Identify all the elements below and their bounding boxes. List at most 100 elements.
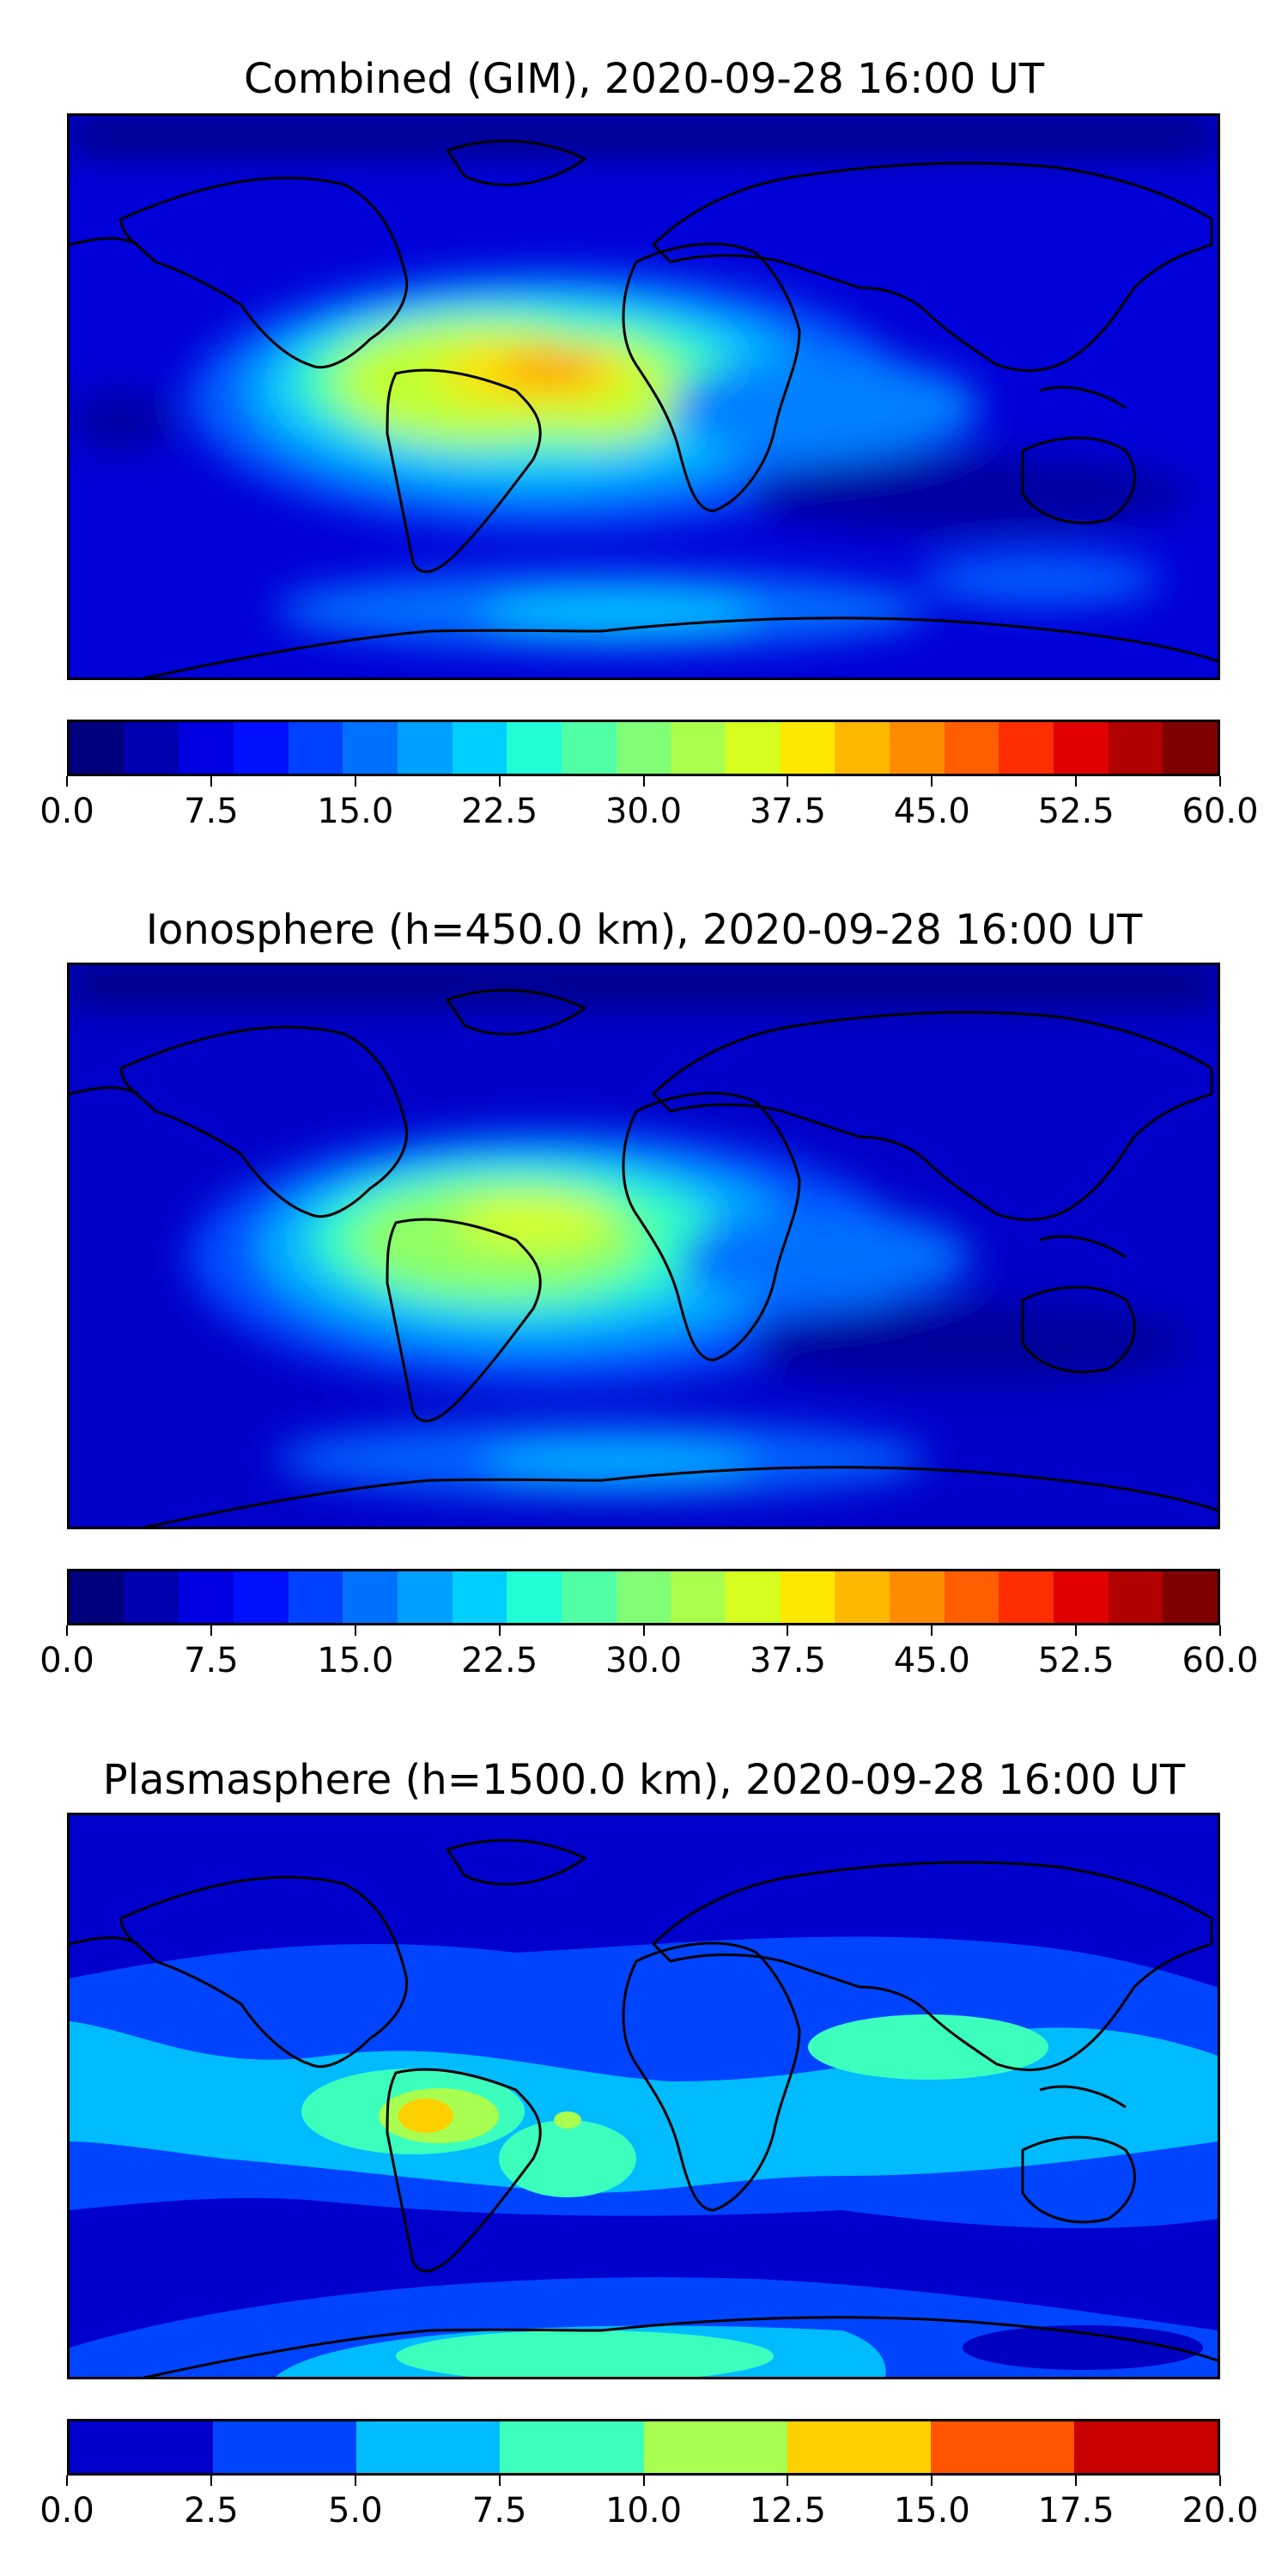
colorbar-tick-label: 60.0 <box>1182 792 1259 831</box>
colorbar-tick-label: 7.5 <box>184 1641 239 1680</box>
colorbar-tick-label: 45.0 <box>893 1641 970 1680</box>
colorbar-tick <box>66 2476 68 2486</box>
colorbar-tick-label: 37.5 <box>749 792 826 831</box>
colorbar-segment <box>234 1571 289 1623</box>
colorbar-segment <box>930 2421 1074 2473</box>
colorbar-segment <box>726 1571 781 1623</box>
colorbar-tick <box>1075 2476 1078 2486</box>
colorbar-tick-label: 52.5 <box>1037 792 1115 831</box>
colorbar-segment <box>671 722 726 774</box>
colorbar-tick <box>1219 2476 1221 2486</box>
colorbar-tick <box>1075 1625 1078 1636</box>
colorbar-segment <box>944 1571 999 1623</box>
colorbar-ticks-ionosphere: 0.0 7.5 15.0 22.5 30.0 37.5 45.0 52.5 60.0 <box>39 1625 1259 1680</box>
colorbar-segment <box>1163 722 1218 774</box>
colorbar-tick-label: 15.0 <box>317 1641 394 1680</box>
panel-title-ionosphere: Ionosphere (h=450.0 km), 2020-09-28 16:0… <box>145 906 1143 954</box>
colorbar-segment <box>1108 722 1163 774</box>
colorbar-tick-label: 0.0 <box>39 2491 94 2530</box>
colorbar-ticks-plasmasphere: 0.0 2.5 5.0 7.5 10.0 12.5 15.0 17.5 20.0 <box>39 2476 1259 2530</box>
colorbar-plasmasphere <box>67 2419 1220 2476</box>
colorbar-tick-label: 17.5 <box>1037 2491 1115 2530</box>
colorbar-tick <box>787 776 789 787</box>
colorbar-tick <box>210 776 212 787</box>
colorbar-segment <box>726 722 781 774</box>
colorbar-segment <box>835 722 890 774</box>
colorbar-tick-label: 7.5 <box>471 2491 527 2530</box>
colorbar-segment <box>1054 1571 1109 1623</box>
colorbar-segment <box>616 1571 671 1623</box>
colorbar-segment <box>288 722 343 774</box>
panel-title-plasmasphere: Plasmasphere (h=1500.0 km), 2020-09-28 1… <box>102 1756 1186 1804</box>
colorbar-segment <box>643 2421 787 2473</box>
colorbar-segment <box>671 1571 726 1623</box>
colorbar-tick <box>1219 1625 1221 1636</box>
map-ionosphere <box>67 963 1220 1529</box>
colorbar-tick <box>1075 776 1078 787</box>
colorbar-tick-label: 22.5 <box>461 1641 538 1680</box>
colorbar-segment <box>890 1571 945 1623</box>
colorbar-tick-label: 52.5 <box>1037 1641 1115 1680</box>
colorbar-segment <box>124 722 179 774</box>
colorbar-tick-label: 30.0 <box>605 1641 683 1680</box>
colorbar-tick <box>66 1625 68 1636</box>
colorbar-segment <box>562 1571 617 1623</box>
map-plasmasphere <box>67 1813 1220 2379</box>
colorbar-segment <box>343 1571 398 1623</box>
colorbar-tick-label: 15.0 <box>893 2491 970 2530</box>
colorbar-segment <box>616 722 671 774</box>
colorbar-tick <box>354 2476 356 2486</box>
colorbar-tick <box>931 2476 933 2486</box>
colorbar-tick <box>354 776 356 787</box>
panel-title-combined: Combined (GIM), 2020-09-28 16:00 UT <box>243 55 1045 103</box>
colorbar-tick <box>498 2476 501 2486</box>
colorbar-segment <box>70 1571 125 1623</box>
colorbar-tick <box>787 2476 789 2486</box>
colorbar-segment <box>179 722 234 774</box>
colorbar-segment <box>452 722 507 774</box>
colorbar-segment <box>343 722 398 774</box>
colorbar-tick-label: 12.5 <box>749 2491 826 2530</box>
colorbar-tick-label: 60.0 <box>1182 1641 1259 1680</box>
colorbar-segment <box>179 1571 234 1623</box>
colorbar-tick <box>642 776 645 787</box>
colorbar-tick-label: 20.0 <box>1182 2491 1259 2530</box>
colorbar-segment <box>356 2421 501 2473</box>
colorbar-segment <box>124 1571 179 1623</box>
colorbar-segment <box>288 1571 343 1623</box>
colorbar-combined <box>67 720 1220 776</box>
colorbar-tick-label: 15.0 <box>317 792 394 831</box>
colorbar-segment <box>562 722 617 774</box>
colorbar-segment <box>500 2421 644 2473</box>
colorbar-segment <box>1108 1571 1163 1623</box>
colorbar-tick-label: 30.0 <box>605 792 683 831</box>
colorbar-tick-label: 2.5 <box>184 2491 239 2530</box>
colorbar-tick-label: 22.5 <box>461 792 538 831</box>
colorbar-tick-label: 5.0 <box>327 2491 383 2530</box>
colorbar-segment <box>944 722 999 774</box>
colorbar-segment <box>234 722 289 774</box>
colorbar-tick <box>498 776 501 787</box>
colorbar-segment <box>70 722 125 774</box>
colorbar-tick <box>66 776 68 787</box>
colorbar-segment <box>787 2421 931 2473</box>
colorbar-tick <box>931 776 933 787</box>
colorbar-segment <box>835 1571 890 1623</box>
colorbar-segment <box>780 722 835 774</box>
colorbar-tick <box>210 1625 212 1636</box>
colorbar-segment <box>780 1571 835 1623</box>
colorbar-segment <box>398 1571 453 1623</box>
colorbar-tick-label: 10.0 <box>605 2491 683 2530</box>
colorbar-segment <box>507 722 562 774</box>
colorbar-tick-label: 0.0 <box>39 792 94 831</box>
colorbar-tick-label: 7.5 <box>184 792 239 831</box>
colorbar-segment <box>890 722 945 774</box>
colorbar-segment <box>1054 722 1109 774</box>
colorbar-tick-label: 45.0 <box>893 792 970 831</box>
colorbar-ionosphere <box>67 1569 1220 1625</box>
colorbar-segment <box>999 722 1054 774</box>
colorbar-tick <box>931 1625 933 1636</box>
colorbar-tick <box>787 1625 789 1636</box>
colorbar-tick-label: 0.0 <box>39 1641 94 1680</box>
colorbar-tick <box>642 1625 645 1636</box>
